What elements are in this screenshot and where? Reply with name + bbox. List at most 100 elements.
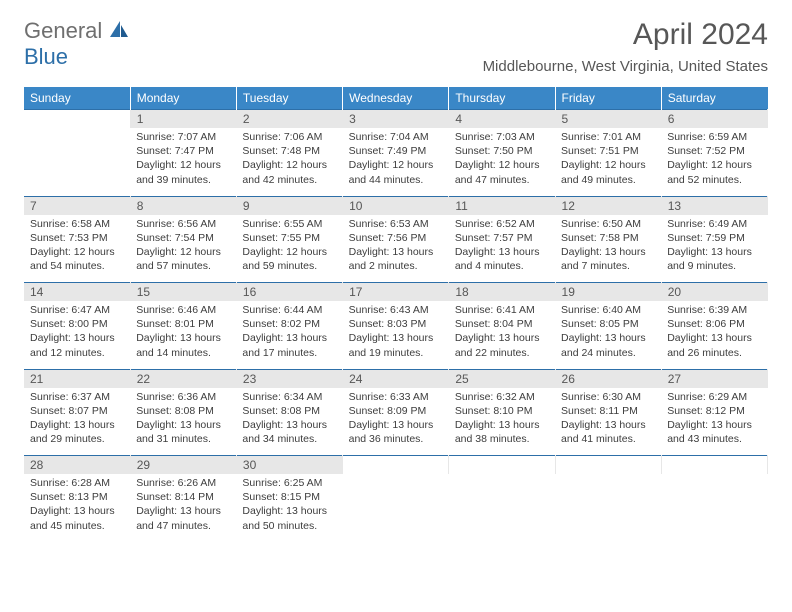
sunrise-line: Sunrise: 6:43 AM [349,303,443,317]
day-number-cell [449,456,555,475]
weekday-header: Saturday [661,87,767,110]
daylight-line: Daylight: 12 hours and 44 minutes. [349,158,443,186]
day-info-cell [555,474,661,542]
sunset-line: Sunset: 7:47 PM [136,144,230,158]
daylight-line: Daylight: 13 hours and 29 minutes. [30,418,124,446]
day-number-cell: 23 [236,369,342,388]
day-info-cell: Sunrise: 6:37 AMSunset: 8:07 PMDaylight:… [24,388,130,456]
daylight-line: Daylight: 13 hours and 4 minutes. [455,245,549,273]
sunset-line: Sunset: 7:49 PM [349,144,443,158]
daylight-line: Daylight: 12 hours and 57 minutes. [136,245,230,273]
sunrise-line: Sunrise: 6:41 AM [455,303,549,317]
daylight-line: Daylight: 13 hours and 41 minutes. [561,418,655,446]
sunset-line: Sunset: 7:48 PM [242,144,336,158]
day-info-cell: Sunrise: 6:30 AMSunset: 8:11 PMDaylight:… [555,388,661,456]
sunrise-line: Sunrise: 6:37 AM [30,390,124,404]
day-info-cell: Sunrise: 6:32 AMSunset: 8:10 PMDaylight:… [449,388,555,456]
day-info-cell: Sunrise: 6:58 AMSunset: 7:53 PMDaylight:… [24,215,130,283]
day-info-cell: Sunrise: 6:41 AMSunset: 8:04 PMDaylight:… [449,301,555,369]
sunrise-line: Sunrise: 6:46 AM [136,303,230,317]
day-number-cell: 15 [130,283,236,302]
sunset-line: Sunset: 8:04 PM [455,317,549,331]
day-info-cell: Sunrise: 6:44 AMSunset: 8:02 PMDaylight:… [236,301,342,369]
day-number-cell: 22 [130,369,236,388]
day-number-cell: 8 [130,196,236,215]
month-title: April 2024 [483,18,768,52]
day-number-cell: 24 [343,369,449,388]
day-number-row: 21222324252627 [24,369,768,388]
daylight-line: Daylight: 12 hours and 39 minutes. [136,158,230,186]
day-info-cell: Sunrise: 6:39 AMSunset: 8:06 PMDaylight:… [661,301,767,369]
sunrise-line: Sunrise: 6:33 AM [349,390,443,404]
sunrise-line: Sunrise: 7:06 AM [242,130,336,144]
day-number-cell: 14 [24,283,130,302]
day-info-cell [661,474,767,542]
day-number-cell: 2 [236,110,342,129]
calendar-table: SundayMondayTuesdayWednesdayThursdayFrid… [24,87,768,542]
day-info-cell: Sunrise: 6:28 AMSunset: 8:13 PMDaylight:… [24,474,130,542]
day-info-cell: Sunrise: 6:53 AMSunset: 7:56 PMDaylight:… [343,215,449,283]
weekday-header: Sunday [24,87,130,110]
day-number-cell: 27 [661,369,767,388]
sunrise-line: Sunrise: 6:32 AM [455,390,549,404]
sunrise-line: Sunrise: 6:34 AM [242,390,336,404]
sunrise-line: Sunrise: 7:04 AM [349,130,443,144]
day-info-row: Sunrise: 6:28 AMSunset: 8:13 PMDaylight:… [24,474,768,542]
sunrise-line: Sunrise: 6:29 AM [667,390,761,404]
location: Middlebourne, West Virginia, United Stat… [483,58,768,75]
day-number-cell: 1 [130,110,236,129]
day-number-cell: 4 [449,110,555,129]
sunset-line: Sunset: 8:11 PM [561,404,655,418]
sunset-line: Sunset: 8:01 PM [136,317,230,331]
daylight-line: Daylight: 13 hours and 17 minutes. [242,331,336,359]
day-number-cell: 25 [449,369,555,388]
daylight-line: Daylight: 12 hours and 42 minutes. [242,158,336,186]
sunset-line: Sunset: 7:51 PM [561,144,655,158]
sunrise-line: Sunrise: 6:58 AM [30,217,124,231]
sunrise-line: Sunrise: 6:25 AM [242,476,336,490]
sunrise-line: Sunrise: 6:52 AM [455,217,549,231]
day-number-cell: 30 [236,456,342,475]
sunset-line: Sunset: 7:50 PM [455,144,549,158]
sunset-line: Sunset: 8:08 PM [136,404,230,418]
daylight-line: Daylight: 12 hours and 52 minutes. [667,158,761,186]
day-number-cell: 29 [130,456,236,475]
daylight-line: Daylight: 13 hours and 24 minutes. [561,331,655,359]
sunrise-line: Sunrise: 7:03 AM [455,130,549,144]
day-info-cell: Sunrise: 6:56 AMSunset: 7:54 PMDaylight:… [130,215,236,283]
day-number-cell: 10 [343,196,449,215]
day-info-cell: Sunrise: 6:29 AMSunset: 8:12 PMDaylight:… [661,388,767,456]
logo-text-blue: Blue [24,44,68,69]
daylight-line: Daylight: 13 hours and 9 minutes. [667,245,761,273]
daylight-line: Daylight: 13 hours and 26 minutes. [667,331,761,359]
weekday-header: Monday [130,87,236,110]
sunrise-line: Sunrise: 7:01 AM [561,130,655,144]
sunrise-line: Sunrise: 6:39 AM [667,303,761,317]
sunrise-line: Sunrise: 6:36 AM [136,390,230,404]
sunset-line: Sunset: 8:03 PM [349,317,443,331]
sunrise-line: Sunrise: 6:40 AM [561,303,655,317]
day-info-row: Sunrise: 6:47 AMSunset: 8:00 PMDaylight:… [24,301,768,369]
header: General April 2024 Middlebourne, West Vi… [0,0,792,79]
day-info-cell: Sunrise: 7:06 AMSunset: 7:48 PMDaylight:… [236,128,342,196]
sunset-line: Sunset: 7:53 PM [30,231,124,245]
weekday-header-row: SundayMondayTuesdayWednesdayThursdayFrid… [24,87,768,110]
day-info-cell: Sunrise: 6:43 AMSunset: 8:03 PMDaylight:… [343,301,449,369]
daylight-line: Daylight: 13 hours and 43 minutes. [667,418,761,446]
daylight-line: Daylight: 13 hours and 2 minutes. [349,245,443,273]
daylight-line: Daylight: 13 hours and 36 minutes. [349,418,443,446]
logo-sail-icon [108,19,130,44]
day-number-cell: 18 [449,283,555,302]
day-info-cell [24,128,130,196]
day-info-cell: Sunrise: 7:03 AMSunset: 7:50 PMDaylight:… [449,128,555,196]
day-number-row: 123456 [24,110,768,129]
day-info-cell: Sunrise: 6:36 AMSunset: 8:08 PMDaylight:… [130,388,236,456]
day-info-cell: Sunrise: 6:55 AMSunset: 7:55 PMDaylight:… [236,215,342,283]
sunrise-line: Sunrise: 6:30 AM [561,390,655,404]
weekday-header: Friday [555,87,661,110]
day-info-cell: Sunrise: 6:26 AMSunset: 8:14 PMDaylight:… [130,474,236,542]
day-number-cell: 17 [343,283,449,302]
daylight-line: Daylight: 13 hours and 19 minutes. [349,331,443,359]
sunset-line: Sunset: 8:13 PM [30,490,124,504]
sunrise-line: Sunrise: 6:26 AM [136,476,230,490]
